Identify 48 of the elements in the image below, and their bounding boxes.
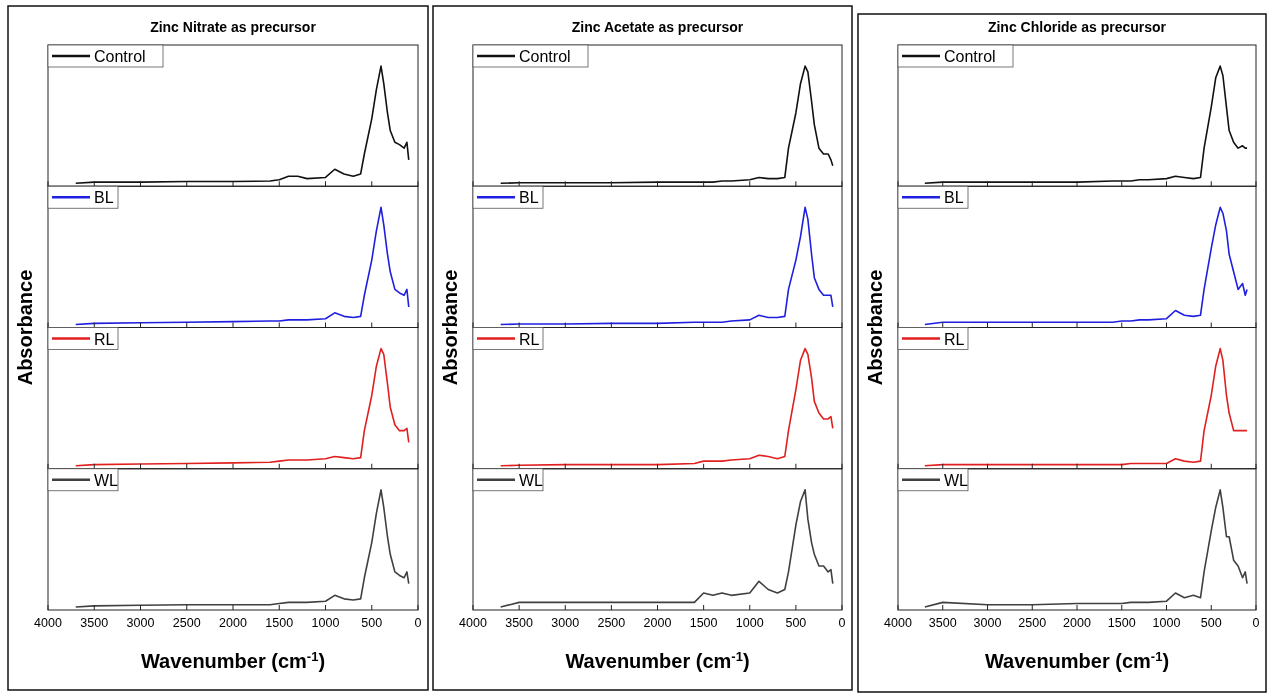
chart-title: Zinc Nitrate as precursor (150, 19, 317, 35)
legend-label: RL (519, 330, 540, 348)
x-tick-label: 3500 (80, 616, 109, 630)
legend-label: Control (94, 48, 146, 65)
x-tick-label: 0 (414, 616, 422, 630)
x-tick-label: 1000 (1152, 616, 1181, 630)
legend-label: BL (944, 189, 964, 207)
x-tick-label: 2500 (172, 616, 201, 630)
legend-label: BL (94, 189, 114, 207)
x-tick-label: 2500 (1018, 616, 1047, 630)
x-tick-label: 3000 (973, 616, 1002, 630)
legend-label: WL (94, 471, 119, 489)
x-axis-title: Wavenumber (cm$^{-1}$) (565, 648, 750, 672)
x-tick-label: 500 (1200, 616, 1222, 630)
legend-label: BL (519, 189, 539, 207)
x-tick-label: 2500 (597, 616, 626, 630)
x-tick-label: 0 (1252, 616, 1260, 630)
legend-label: Control (519, 48, 571, 65)
y-axis-title: Absorbance (864, 269, 886, 386)
x-tick-label: 3500 (505, 616, 534, 630)
x-tick-label: 500 (361, 616, 383, 630)
x-tick-label: 1500 (265, 616, 294, 630)
x-axis-title: Wavenumber (cm$^{-1}$) (140, 648, 326, 672)
x-tick-label: 4000 (459, 616, 487, 630)
y-axis-title: Absorbance (439, 269, 461, 386)
x-tick-label: 3500 (928, 616, 957, 630)
x-tick-label: 1000 (311, 616, 340, 630)
chart-title: Zinc Acetate as precursor (571, 19, 744, 35)
x-tick-label: 1000 (735, 616, 764, 630)
legend-label: WL (944, 471, 969, 489)
x-tick-label: 0 (838, 616, 846, 630)
x-axis-title: Wavenumber (cm$^{-1}$) (984, 648, 1170, 672)
x-tick-label: 1500 (689, 616, 718, 630)
legend-label: WL (519, 471, 544, 489)
chart-title: Zinc Chloride as precursor (987, 19, 1167, 35)
x-tick-label: 3000 (551, 616, 580, 630)
x-tick-label: 2000 (643, 616, 672, 630)
legend-label: Control (944, 48, 996, 65)
x-tick-label: 4000 (34, 616, 62, 630)
x-tick-label: 3000 (126, 616, 155, 630)
x-tick-label: 4000 (884, 616, 912, 630)
legend-label: RL (944, 330, 965, 348)
x-tick-label: 500 (785, 616, 807, 630)
x-tick-label: 2000 (219, 616, 247, 630)
x-tick-label: 1500 (1107, 616, 1136, 630)
legend-label: RL (94, 330, 115, 348)
x-tick-label: 2000 (1063, 616, 1091, 630)
y-axis-title: Absorbance (14, 269, 36, 386)
